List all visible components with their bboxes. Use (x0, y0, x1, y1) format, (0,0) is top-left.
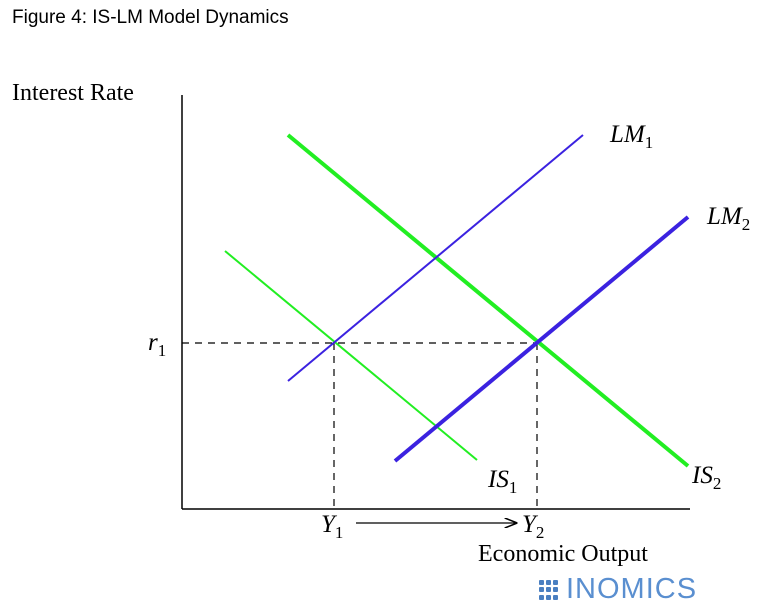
is1-label: IS1 (487, 466, 517, 497)
is2-label: IS2 (691, 462, 721, 493)
lm2-curve (393, 215, 690, 463)
lm1-label: LM1 (609, 121, 653, 152)
lm1-curve (287, 134, 584, 382)
logo-text: INOMICS (566, 573, 698, 605)
logo-icon (539, 579, 558, 600)
lm2-label: LM2 (706, 203, 750, 234)
is2-curve (286, 133, 690, 468)
x-axis-label: Economic Output (478, 541, 648, 567)
y2-label: Y2 (522, 511, 544, 542)
figure-title: Figure 4: IS-LM Model Dynamics (12, 7, 289, 28)
r1-label: r1 (148, 329, 166, 360)
inomics-logo: INOMICS (539, 575, 697, 604)
y-axis-label: Interest Rate (12, 80, 134, 106)
y1-label: Y1 (321, 511, 343, 542)
is1-curve (224, 250, 478, 461)
